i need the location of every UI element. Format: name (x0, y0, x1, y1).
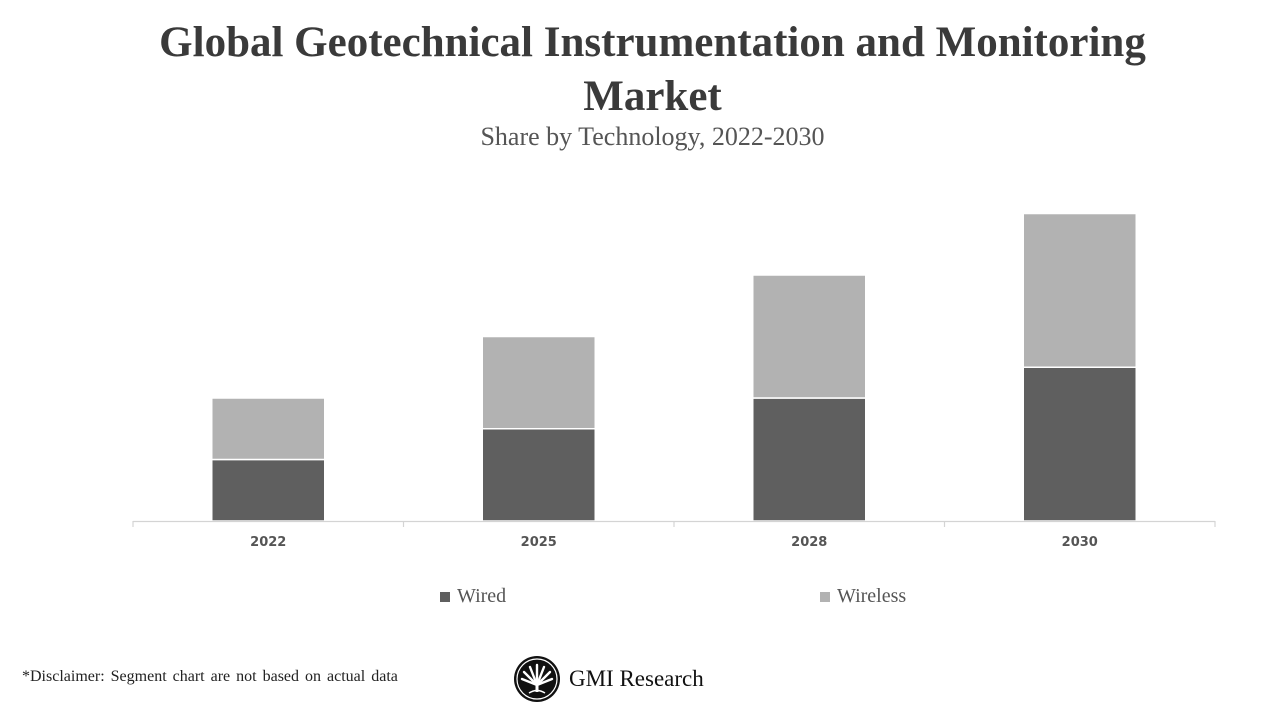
bar-wired-2022 (211, 458, 326, 522)
legend-swatch-wired (440, 591, 450, 602)
x-tick-label-2025: 2025 (521, 535, 557, 550)
brand-name: GMI Research (569, 666, 704, 691)
legend-label-wired: Wired (457, 585, 507, 607)
x-tick-label-2030: 2030 (1062, 535, 1098, 550)
brand-logo: GMI Research (513, 655, 704, 703)
legend-item-wireless: Wireless (820, 585, 906, 608)
x-tick-label-2022: 2022 (250, 535, 286, 550)
bar-wireless-2022 (211, 397, 326, 461)
bar-wired-2028 (752, 397, 867, 522)
gmi-logo-icon (514, 656, 560, 702)
disclaimer: *Disclaimer: Segment chart are not based… (22, 668, 398, 685)
chart-title-line-2: Market (583, 73, 722, 120)
bar-wireless-2025 (481, 335, 596, 430)
legend-label-wireless: Wireless (837, 585, 907, 607)
bar-wired-2025 (481, 428, 596, 522)
legend-swatch-wireless (820, 591, 830, 602)
bar-wireless-2028 (752, 274, 867, 399)
chart-subtitle: Share by Technology, 2022-2030 (480, 122, 825, 151)
chart-title-line-1: Global Geotechnical Instrumentation and … (159, 19, 1146, 66)
legend-item-wired: Wired (440, 585, 506, 608)
x-tick-label-2028: 2028 (791, 535, 827, 550)
bar-wireless-2030 (1022, 212, 1137, 368)
chart-title: Global Geotechnical Instrumentation and … (0, 16, 1280, 124)
bar-wired-2030 (1022, 366, 1137, 522)
